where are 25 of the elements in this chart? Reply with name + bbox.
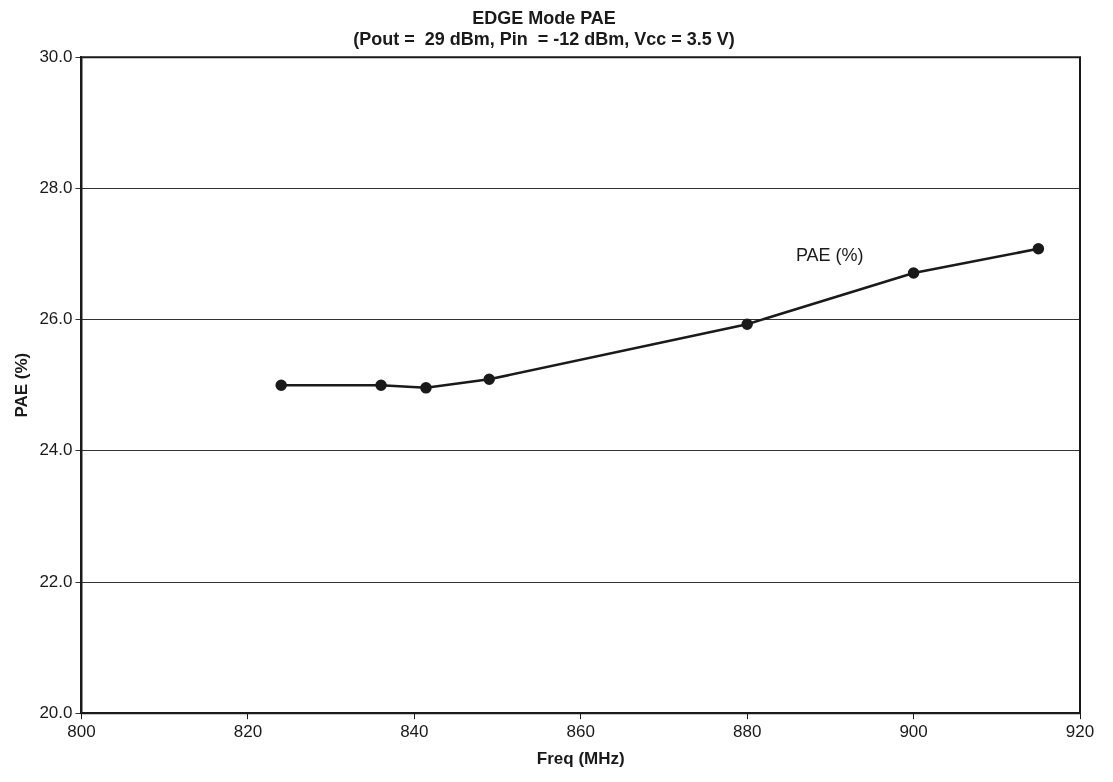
series-label: PAE (%) bbox=[795, 244, 864, 265]
y-tick-label: 26.0 bbox=[39, 309, 73, 329]
y-axis-title: PAE (%) bbox=[11, 352, 31, 418]
point bbox=[741, 318, 753, 330]
text: (Pout = 29 dBm, Pin = -12 dBm, Vcc = 3.5 V) bbox=[353, 29, 735, 50]
x-tick-label: 920 bbox=[1065, 722, 1095, 742]
point bbox=[420, 382, 432, 394]
point bbox=[1032, 243, 1045, 255]
point bbox=[275, 379, 287, 391]
y-tick-label: 20.0 bbox=[39, 702, 73, 722]
y-tick-label: 28.0 bbox=[39, 178, 73, 198]
text: EDGE Mode PAE bbox=[472, 7, 616, 28]
point bbox=[375, 379, 387, 391]
x-axis-title: Freq (MHz) bbox=[536, 749, 625, 769]
x-tick-label: 840 bbox=[400, 722, 429, 742]
x-tick-label: 800 bbox=[67, 722, 96, 742]
point bbox=[907, 267, 920, 279]
point bbox=[483, 373, 495, 386]
x-tick-label: 820 bbox=[233, 722, 263, 742]
x-tick-label: 900 bbox=[899, 722, 928, 742]
y-tick-label: 24.0 bbox=[39, 440, 73, 460]
y-tick-label: 22.0 bbox=[39, 571, 73, 591]
y-tick-label: 30.0 bbox=[39, 46, 73, 66]
x-tick-label: 880 bbox=[732, 722, 762, 742]
x-tick-label: 860 bbox=[566, 722, 595, 742]
